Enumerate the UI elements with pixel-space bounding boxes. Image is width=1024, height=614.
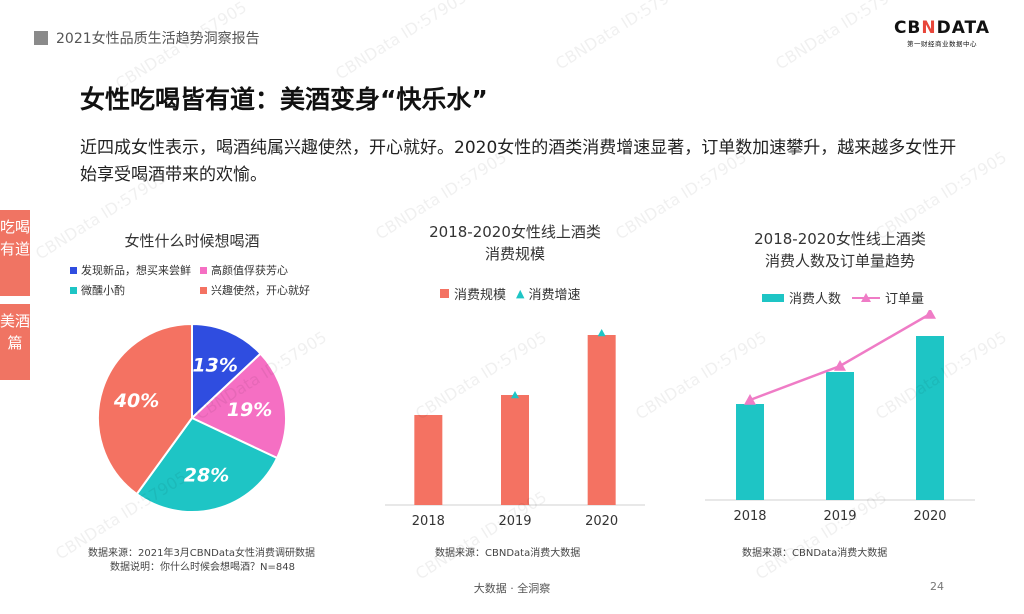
x-tick-label: 2019 <box>823 509 856 524</box>
legend-bar-swatch <box>762 293 784 302</box>
pie-chart-title: 女性什么时候想喝酒 <box>124 232 260 250</box>
orders-title-line: 2018-2020女性线上酒类 <box>754 230 926 248</box>
pie-slice-label: 13% <box>192 355 237 377</box>
scale-legend: 消费规模 ▲ 消费增速 <box>440 284 581 303</box>
orders-source: 数据来源：CBNData消费大数据 <box>742 548 888 559</box>
pie-legend-item: 高颜值俘获芳心 <box>200 262 288 278</box>
pie-source: 数据来源：2021年3月CBNData女性消费调研数据 数据说明：你什么时候会想… <box>88 547 315 575</box>
bar <box>826 372 854 500</box>
line-marker-icon <box>852 292 881 302</box>
pie-note-line: 数据说明：你什么时候会想喝酒？N=848 <box>110 562 295 573</box>
side-tab-eat-drink: 吃喝有道 <box>0 210 30 296</box>
slide-title: 女性吃喝皆有道：美酒变身“快乐水” <box>80 85 488 114</box>
x-tick-label: 2018 <box>733 509 766 524</box>
bar <box>736 404 764 500</box>
legend-swatch-coral <box>200 286 207 294</box>
triangle-marker <box>924 310 936 319</box>
scale-title-line: 消费规模 <box>484 245 545 263</box>
pie-legend-label: 兴趣使然，开心就好 <box>211 284 310 297</box>
cbndata-logo: CBNDATA 第一财经商业数据中心 <box>894 18 990 48</box>
pie-slice <box>190 352 287 460</box>
pie-slice-label: 28% <box>184 464 229 486</box>
x-tick-label: 2018 <box>412 514 445 529</box>
scale-title-line: 2018-2020女性线上酒类 <box>429 223 601 241</box>
report-title: 2021女性品质生活趋势洞察报告 <box>56 31 260 47</box>
scale-source: 数据来源：CBNData消费大数据 <box>435 548 581 559</box>
bar <box>414 415 443 505</box>
pie-slice <box>135 416 279 513</box>
x-tick-label: 2020 <box>585 514 618 529</box>
watermark-text: CBNData ID:57905 <box>552 0 690 73</box>
report-header: 2021女性品质生活趋势洞察报告 <box>34 28 260 48</box>
bar <box>916 336 944 500</box>
side-tab-wine: 美酒篇 <box>0 304 30 380</box>
triangle-marker <box>744 394 756 405</box>
growth-legend-label: 消费增速 <box>528 288 581 303</box>
pie-slice-label: 19% <box>227 399 272 421</box>
orders-chart-title: 2018-2020女性线上酒类 消费人数及订单量趋势 <box>720 228 960 272</box>
logo-text-right: DATA <box>936 18 990 38</box>
bar <box>501 395 529 505</box>
consumers-legend-label: 消费人数 <box>789 292 842 307</box>
orders-legend-label: 订单量 <box>885 292 925 307</box>
scale-chart-title: 2018-2020女性线上酒类 消费规模 <box>395 221 635 265</box>
x-tick-label: 2019 <box>498 514 531 529</box>
bar <box>587 335 616 505</box>
orders-title-line: 消费人数及订单量趋势 <box>764 252 915 270</box>
pie-legend-label: 微醺小酌 <box>81 284 125 297</box>
watermark-text: CBNData ID:57905 <box>772 0 910 73</box>
pie-legend-label: 发现新品，想买来尝鲜 <box>81 264 191 277</box>
logo-subtitle: 第一财经商业数据中心 <box>906 40 977 48</box>
footer-slogan: 大数据 · 全洞察 <box>473 582 551 595</box>
pie-legend-item: 兴趣使然，开心就好 <box>200 282 310 298</box>
pie-slice <box>97 322 193 496</box>
pie-legend-label: 高颜值俘获芳心 <box>211 264 288 277</box>
watermark-text: CBNData ID:57905 <box>332 0 470 83</box>
triangle-icon: ▲ <box>516 287 525 300</box>
logo-text-x: N <box>921 18 937 38</box>
pie-legend-item: 微醺小酌 <box>70 282 125 298</box>
triangle-marker <box>834 360 846 371</box>
pie-slice <box>191 322 262 421</box>
triangle-marker <box>597 329 606 337</box>
orders-bar-line-chart: 2018 2019 2020 <box>705 310 975 524</box>
pie-slice-label: 40% <box>113 390 159 412</box>
legend-swatch-teal <box>70 286 77 294</box>
pie-source-line: 数据来源：2021年3月CBNData女性消费调研数据 <box>88 548 316 559</box>
header-square-icon <box>34 31 48 45</box>
triangle-marker <box>511 391 519 399</box>
scale-bar-chart: 2018 2019 2020 <box>385 329 645 529</box>
slide-lead-text: 近四成女性表示，喝酒纯属兴趣使然，开心就好。2020女性的酒类消费增速显著，订单… <box>80 138 957 185</box>
pie-chart: 13% 19% 28% 40% <box>97 322 287 513</box>
legend-bar-swatch <box>440 289 449 298</box>
scale-legend-label: 消费规模 <box>454 288 507 303</box>
pie-legend-item: 发现新品，想买来尝鲜 <box>70 262 191 278</box>
legend-swatch-blue <box>70 266 77 274</box>
page-number: 24 <box>930 580 944 593</box>
orders-legend: 消费人数 订单量 <box>762 288 924 307</box>
legend-swatch-pink <box>200 266 207 274</box>
x-tick-label: 2020 <box>913 509 946 524</box>
logo-text-left: CB <box>893 18 922 38</box>
